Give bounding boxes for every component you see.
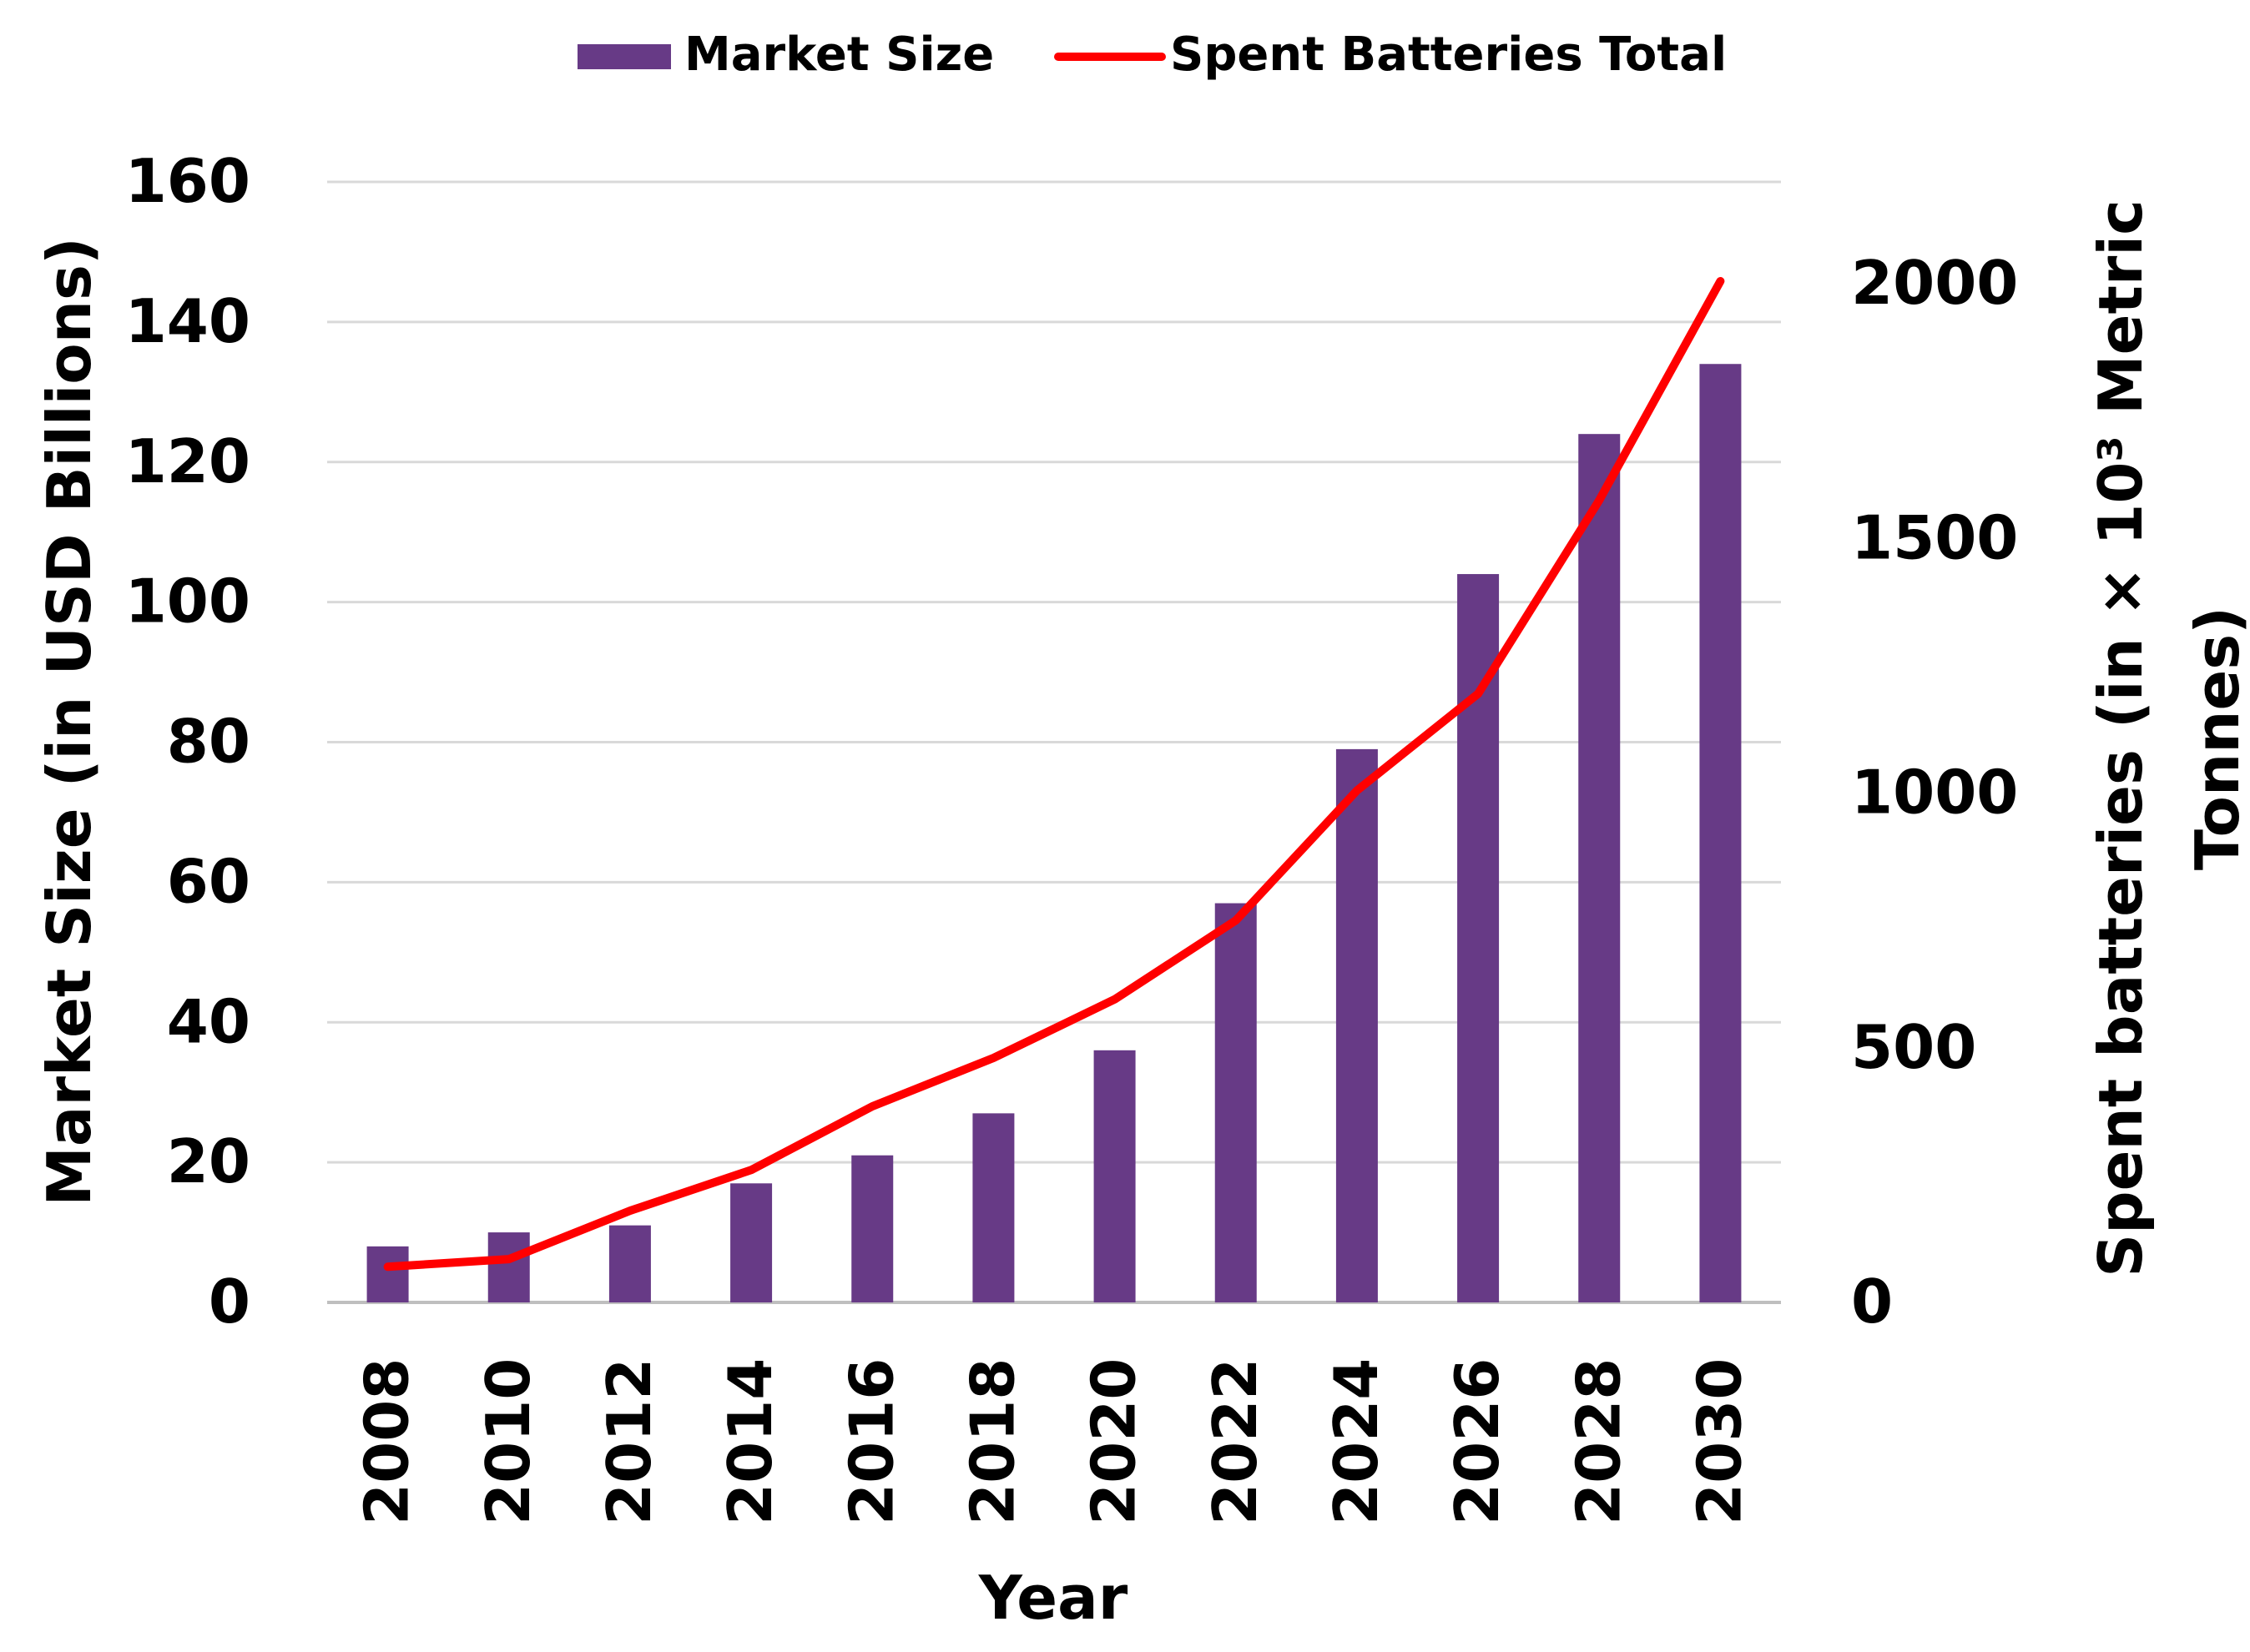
bar-series: [366, 364, 1742, 1302]
y-right-tick-label: 500: [1851, 1012, 1976, 1082]
y-left-tick-label: 100: [125, 567, 250, 637]
y-axis-right-label-line2: Tonnes): [2182, 607, 2250, 870]
x-tick-label-2014: 2014: [715, 1358, 785, 1525]
x-tick-label-2010: 2010: [473, 1358, 543, 1525]
gridlines: [327, 180, 1781, 1304]
bar-2012: [608, 1225, 651, 1302]
bar-2022: [1214, 903, 1257, 1302]
x-tick-label-2028: 2028: [1563, 1358, 1633, 1525]
x-axis-label: Year: [978, 1563, 1128, 1633]
left-axis-ticks: 0 20 40 60 80 100 120 140 160: [125, 146, 250, 1337]
y-left-tick-label: 60: [167, 846, 250, 916]
y-left-tick-label: 120: [125, 426, 250, 496]
y-right-tick-label: 1500: [1851, 502, 2018, 572]
bar-2018: [972, 1113, 1015, 1302]
x-tick-label-2030: 2030: [1684, 1358, 1754, 1525]
y-left-tick-label: 160: [125, 146, 250, 216]
bar-2008: [366, 1246, 409, 1302]
x-tick-label-2018: 2018: [957, 1358, 1027, 1525]
bar-2016: [851, 1155, 894, 1302]
x-tick-label-2026: 2026: [1442, 1358, 1512, 1525]
bar-2030: [1699, 364, 1742, 1302]
y-right-tick-label: 1000: [1851, 758, 2018, 828]
y-axis-right-label-line1: Spent batteries (in × 10³ Metric: [2086, 199, 2156, 1277]
y-left-tick-label: 0: [209, 1267, 250, 1337]
y-axis-left-label: Market Size (in USD Billions): [34, 237, 104, 1206]
legend-label-market-size: Market Size: [684, 28, 994, 82]
y-right-tick-label: 2000: [1851, 248, 2018, 318]
y-left-tick-label: 140: [125, 286, 250, 356]
y-left-tick-label: 40: [167, 986, 250, 1056]
x-tick-label-2016: 2016: [836, 1358, 906, 1525]
right-axis-ticks: 0 500 1000 1500 2000: [1851, 248, 2018, 1337]
bar-2010: [487, 1232, 530, 1302]
x-tick-label-2008: 2008: [352, 1358, 422, 1525]
bar-2020: [1093, 1050, 1136, 1302]
x-axis-ticks: 2008 2010 2012 2014 2016 2018 2020 2022 2024 2026…: [352, 1358, 1755, 1525]
bar-2026: [1457, 574, 1500, 1302]
spent-batteries-line: [383, 277, 1725, 1272]
y-left-tick-label: 80: [167, 707, 250, 777]
y-right-tick-label: 0: [1851, 1267, 1893, 1337]
bar-2024: [1335, 748, 1378, 1302]
bar-2014: [730, 1183, 773, 1302]
bar-2028: [1578, 434, 1621, 1302]
x-tick-label-2020: 2020: [1079, 1358, 1149, 1525]
legend: Market Size Spent Batteries Total: [578, 28, 1727, 82]
legend-swatch-market-size: [578, 44, 671, 69]
x-tick-label-2022: 2022: [1200, 1358, 1270, 1525]
x-tick-label-2012: 2012: [594, 1358, 664, 1525]
y-left-tick-label: 20: [167, 1126, 250, 1196]
x-tick-label-2024: 2024: [1321, 1358, 1391, 1525]
legend-label-spent-batteries: Spent Batteries Total: [1170, 28, 1727, 82]
